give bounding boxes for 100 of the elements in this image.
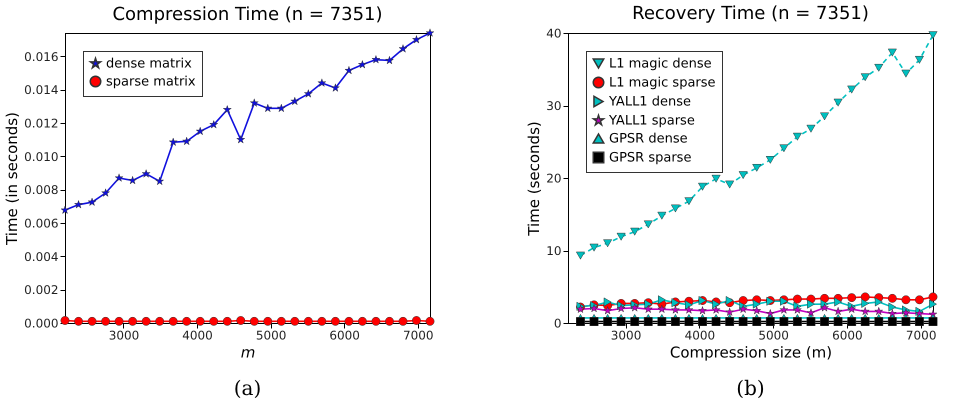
point (712, 306, 720, 314)
y-axis-title: Time (in seconds) (3, 112, 22, 246)
point (725, 308, 734, 316)
point (792, 294, 802, 304)
point (820, 317, 829, 326)
point (603, 239, 612, 248)
chart-title: Recovery Time (n = 7351) (632, 3, 869, 24)
legend-label: L1 magic sparse (609, 76, 716, 90)
x-tick-label: 5000 (256, 328, 286, 342)
point (616, 232, 626, 241)
point (684, 317, 694, 326)
point (928, 31, 938, 40)
point (807, 300, 815, 309)
point (426, 28, 434, 37)
point (128, 176, 137, 184)
point (738, 171, 748, 179)
y-tick-label: 0.016 (24, 50, 58, 64)
point (88, 198, 96, 206)
point (914, 56, 924, 64)
point (834, 306, 842, 316)
point (698, 182, 707, 191)
y-tick-label: 0.012 (24, 116, 58, 130)
point (752, 306, 761, 314)
point (901, 295, 910, 304)
point (331, 84, 340, 92)
point (182, 316, 192, 326)
point (250, 316, 259, 326)
point (914, 295, 924, 304)
x-tick-label: 4000 (182, 328, 213, 342)
point (236, 135, 245, 144)
point (372, 55, 380, 64)
point (576, 252, 585, 260)
point (101, 188, 110, 197)
point (576, 317, 585, 326)
point (644, 317, 653, 326)
point (358, 316, 367, 326)
point (726, 296, 734, 305)
point (196, 126, 204, 135)
x-tick-label: 4000 (684, 328, 716, 342)
point (603, 306, 612, 314)
point (901, 70, 910, 78)
point (820, 303, 829, 312)
point (820, 294, 829, 303)
text: (a) (234, 376, 262, 400)
point (766, 156, 775, 164)
point (630, 303, 639, 312)
x-tick-label: 6000 (832, 328, 863, 342)
point (155, 176, 164, 185)
point (101, 316, 110, 326)
point (684, 306, 694, 314)
point (128, 316, 138, 326)
point (330, 316, 340, 326)
point (317, 316, 326, 326)
point (222, 316, 232, 326)
y-tick-label: 0.004 (24, 250, 58, 264)
legend-label: dense matrix (106, 56, 192, 72)
point (590, 304, 598, 312)
point (168, 316, 178, 326)
point (929, 300, 937, 309)
point (630, 228, 640, 236)
point (712, 317, 721, 326)
point (74, 200, 83, 208)
point (861, 298, 870, 308)
point (698, 317, 707, 326)
point (114, 174, 124, 182)
point (712, 300, 720, 309)
point (860, 317, 870, 326)
point (630, 317, 640, 326)
point (888, 302, 896, 312)
point (603, 317, 612, 326)
x-tick-label: 3000 (610, 328, 642, 342)
point (888, 317, 897, 326)
legend-label: YALL1 sparse (608, 114, 695, 128)
point (344, 66, 354, 74)
point (590, 244, 598, 252)
point (874, 64, 884, 72)
point (142, 316, 151, 326)
point (264, 104, 272, 112)
point (604, 298, 612, 306)
point (684, 197, 694, 206)
point (752, 164, 762, 172)
point (914, 317, 924, 326)
point (398, 44, 408, 52)
point (792, 132, 802, 141)
point (412, 35, 421, 44)
point (114, 316, 124, 326)
y-tick-label: 0.010 (24, 150, 58, 164)
point (670, 317, 680, 326)
point (385, 316, 394, 326)
point (290, 316, 300, 326)
point (874, 298, 883, 306)
point (780, 306, 788, 314)
point (902, 308, 910, 316)
point (860, 73, 870, 82)
x-axis-title: m (240, 344, 256, 362)
x-tick-label: 7000 (402, 328, 434, 342)
point (806, 308, 816, 316)
point (426, 316, 434, 326)
point (372, 316, 380, 326)
point (88, 316, 97, 326)
